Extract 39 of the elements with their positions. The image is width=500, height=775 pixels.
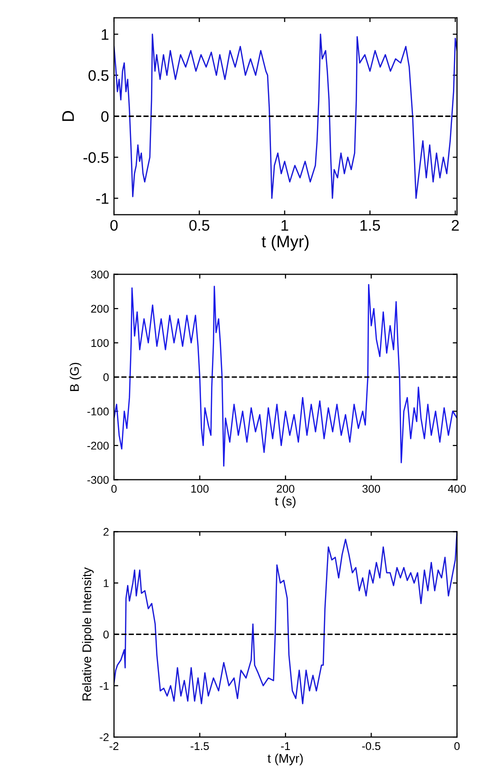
x-tick-label: 0.5 xyxy=(189,220,210,231)
x-tick-label: -0.5 xyxy=(362,742,380,750)
x-tick-label: 400 xyxy=(448,484,466,493)
x-tick-label: -1.5 xyxy=(190,742,209,750)
y-tick-label: 1 xyxy=(102,29,108,40)
x-tick-label: 1 xyxy=(282,220,288,231)
y-tick-label: 100 xyxy=(91,339,109,347)
y-axis-title: D xyxy=(62,111,74,121)
x-tick-label: -2 xyxy=(110,742,118,750)
y-axis-title: Relative Dipole Intensity xyxy=(82,567,94,700)
y-tick-label: -300 xyxy=(87,476,109,484)
y-tick-label: 1 xyxy=(104,579,109,588)
x-tick-label: 0 xyxy=(454,742,460,750)
y-tick-label: 200 xyxy=(91,304,109,313)
y-tick-label: 2 xyxy=(104,528,109,536)
x-tick-label: -1 xyxy=(281,742,290,750)
x-tick-label: 1.5 xyxy=(360,220,380,231)
y-tick-label: 0 xyxy=(103,630,109,638)
x-tick-label: 2 xyxy=(452,220,459,231)
y-tick-label: -2 xyxy=(100,733,109,742)
x-axis-title: t (s) xyxy=(274,496,296,508)
y-tick-label: -200 xyxy=(87,442,109,450)
x-tick-label: 300 xyxy=(362,484,380,493)
y-tick-label: 0 xyxy=(101,111,109,122)
line-series xyxy=(114,284,457,467)
x-tick-label: 200 xyxy=(276,484,294,493)
y-tick-label: 0 xyxy=(103,373,109,382)
y-tick-label: -1 xyxy=(100,682,109,690)
x-tick-label: 0 xyxy=(111,484,117,493)
x-tick-label: 100 xyxy=(191,484,209,493)
y-tick-label: 300 xyxy=(91,270,109,278)
y-tick-label: 0.5 xyxy=(88,70,108,81)
y-axis-title: B (G) xyxy=(70,362,82,391)
line-series xyxy=(114,34,457,199)
x-axis-title: t (Myr) xyxy=(262,235,309,251)
y-tick-label: -1 xyxy=(96,193,108,204)
y-tick-label: -100 xyxy=(87,408,109,416)
x-axis-title: t (Myr) xyxy=(268,754,303,766)
y-tick-label: -0.5 xyxy=(83,152,108,163)
